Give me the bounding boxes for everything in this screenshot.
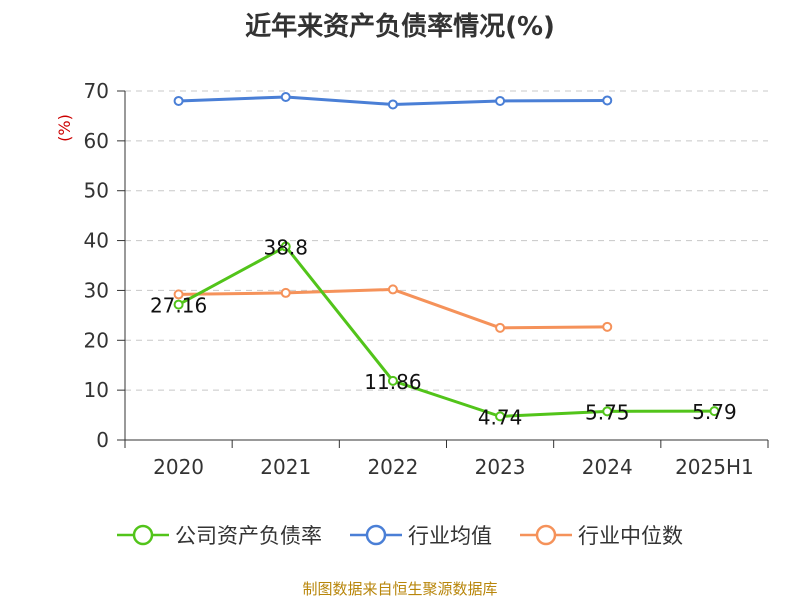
legend-item-industry-median[interactable]: 行业中位数 — [520, 520, 683, 550]
legend-label-company: 公司资产负债率 — [175, 524, 322, 548]
data-point[interactable] — [602, 321, 613, 332]
data-point[interactable] — [280, 241, 291, 252]
y-tick-label: 40 — [84, 229, 109, 253]
data-point[interactable] — [173, 95, 184, 106]
data-label: 5.79 — [692, 400, 737, 424]
y-tick-label: 0 — [96, 428, 109, 452]
data-label: 5.75 — [585, 400, 630, 424]
data-point[interactable] — [495, 95, 506, 106]
y-tick-label: 20 — [84, 328, 109, 352]
data-point[interactable] — [173, 289, 184, 300]
legend-swatch-industry-median — [520, 524, 572, 546]
legend-swatch-industry-mean — [350, 524, 402, 546]
chart-title: 近年来资产负债率情况(%) — [245, 12, 555, 42]
data-point[interactable] — [495, 322, 506, 333]
data-labels: 27.16 38.8 11.86 4.74 5.75 5.79 — [150, 236, 737, 430]
x-tick-label: 2024 — [582, 455, 633, 479]
x-tick-label: 2020 — [153, 455, 204, 479]
data-point[interactable] — [280, 287, 291, 298]
legend-item-company[interactable]: 公司资产负债率 — [117, 520, 322, 550]
axes: 0 10 20 30 40 50 60 70 2020 2021 2022 2023 2024 2025H… — [84, 79, 769, 479]
data-point[interactable] — [602, 406, 613, 417]
legend-item-industry-mean[interactable]: 行业均值 — [350, 520, 492, 550]
series-lines — [173, 91, 720, 422]
y-tick-label: 10 — [84, 378, 109, 402]
y-tick-label: 70 — [84, 79, 109, 103]
x-tick-label: 2022 — [367, 455, 418, 479]
data-point[interactable] — [709, 406, 720, 417]
legend: 公司资产负债率 行业均值 行业中位数 — [0, 520, 800, 550]
series-line-0 — [177, 245, 715, 418]
y-tick-label: 60 — [84, 129, 109, 153]
data-label: 4.74 — [478, 405, 523, 429]
x-tick-label: 2025H1 — [675, 455, 754, 479]
data-point[interactable] — [387, 375, 398, 386]
data-point[interactable] — [387, 99, 398, 110]
source-note: 制图数据来自恒生聚源数据库 — [302, 580, 498, 598]
data-point[interactable] — [602, 95, 613, 106]
legend-label-industry-mean: 行业均值 — [408, 524, 492, 548]
data-label: 38.8 — [263, 236, 308, 260]
x-tick-label: 2021 — [260, 455, 311, 479]
data-label: 27.16 — [150, 294, 207, 318]
data-label: 11.86 — [364, 370, 421, 394]
y-tick-label: 30 — [84, 278, 109, 302]
data-point[interactable] — [387, 284, 398, 295]
x-tick-label: 2023 — [475, 455, 526, 479]
data-point[interactable] — [173, 299, 184, 310]
data-point[interactable] — [495, 411, 506, 422]
series-line-2 — [178, 287, 608, 330]
data-point[interactable] — [280, 91, 291, 102]
y-tick-label: 50 — [84, 179, 109, 203]
y-axis-title: (%) — [55, 114, 74, 142]
legend-label-industry-median: 行业中位数 — [578, 524, 683, 548]
legend-swatch-company — [117, 524, 169, 546]
grid-lines — [125, 90, 768, 391]
